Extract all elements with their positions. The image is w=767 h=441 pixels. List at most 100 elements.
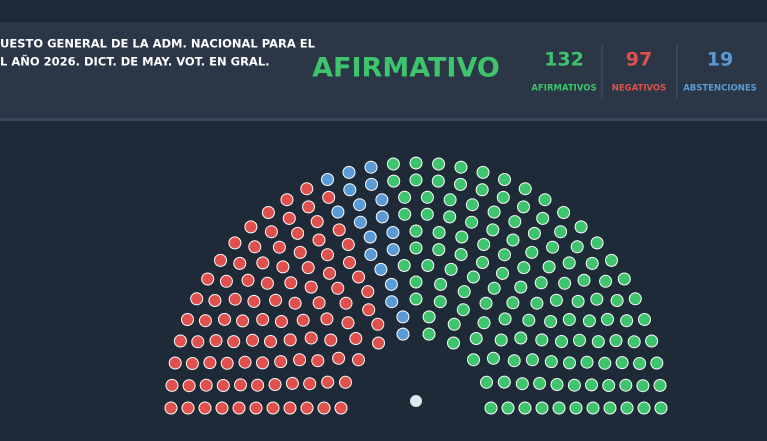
seat [341,316,355,330]
seat [343,256,356,269]
seat [508,215,522,229]
seat [303,377,317,391]
seat [486,351,500,365]
seat [506,233,520,247]
seat [353,198,367,212]
seat [220,356,234,370]
seat [248,240,262,254]
seat [247,294,261,308]
seat [494,333,508,347]
seat [251,378,265,392]
seat [443,193,457,207]
seat [467,353,480,367]
seat [591,335,605,349]
count-label: AFIRMATIVOS [531,84,596,94]
seat [447,317,461,331]
seat [323,266,336,280]
seat [386,157,400,171]
seat [324,333,338,347]
seat [615,356,629,370]
seat [633,357,647,370]
seat [385,295,399,309]
seat [311,354,325,368]
seat [208,294,222,307]
seat [527,226,541,240]
seat [518,182,532,196]
seat [280,193,294,207]
seat [362,303,376,317]
seat [304,331,318,345]
seat [268,378,282,391]
seat [585,378,598,392]
seat [422,327,436,341]
seat [498,173,511,186]
seat [538,193,552,207]
seat [477,316,491,330]
seat [238,355,252,369]
seat [627,335,641,349]
seat [432,226,446,239]
seat [601,312,614,326]
seat [164,401,178,415]
seat [650,356,664,370]
seat [475,183,489,197]
seat [334,401,348,415]
count-value: 19 [707,49,733,71]
seat [283,333,297,347]
seat [228,292,242,306]
seat [312,296,326,310]
count-label: ABSTENCIONES [683,84,757,94]
seat [653,378,667,392]
seat [563,356,576,370]
seat [638,313,651,326]
seat [409,275,423,289]
seat [554,225,568,239]
seat [599,274,613,288]
seat [654,401,668,415]
seat [610,294,624,307]
seat [552,401,566,415]
seat [233,256,247,270]
seat [562,313,576,326]
seat [550,378,564,391]
seat [371,317,385,331]
seat [191,335,205,349]
seat [246,333,259,347]
seat [409,173,423,187]
seat [352,353,365,367]
seat [573,333,586,347]
seat [321,375,335,389]
seat [302,200,315,214]
seat [260,276,274,290]
seat [586,401,600,415]
seat [476,256,489,269]
count-label: NEGATIVOS [612,84,667,94]
seat [609,334,623,348]
seat [274,355,288,369]
seat [420,207,434,221]
seat [219,274,233,288]
seat [276,260,290,274]
title-line: UESTO GENERAL DE LA ADM. NACIONAL PARA E… [0,37,316,51]
seat [465,215,479,229]
seat [331,281,345,295]
seat [272,240,286,254]
seat [620,314,634,328]
seat [361,285,375,299]
seat [585,256,599,270]
seat [433,295,447,309]
seat [387,174,401,188]
seat [447,336,460,350]
seat [181,313,194,326]
seat [364,248,378,261]
seat [558,276,572,290]
seat [249,401,263,415]
seat [570,240,584,254]
seat [580,355,594,369]
seat [168,356,182,370]
seat [530,296,544,310]
seat [173,334,187,348]
seat [535,333,549,347]
seat [291,226,305,240]
seat [398,207,412,221]
